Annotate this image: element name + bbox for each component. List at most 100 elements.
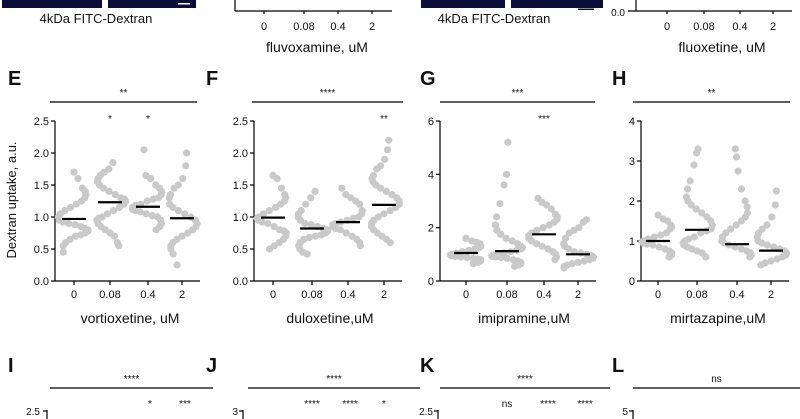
data-point	[301, 219, 309, 227]
data-point	[683, 185, 692, 193]
data-point	[174, 207, 182, 215]
data-point	[770, 243, 778, 251]
top-chart-fluvoxamine: 0 0.08 0.4 2 fluvoxamine, uM	[234, 0, 392, 55]
data-point	[560, 264, 568, 272]
y-tick-label: 0.5	[34, 244, 49, 256]
data-point	[184, 229, 192, 237]
data-point	[500, 181, 508, 189]
data-point	[577, 249, 585, 257]
y-tick-label: 5	[622, 407, 628, 418]
data-point	[178, 232, 186, 240]
data-point	[142, 210, 150, 218]
data-point	[462, 234, 470, 242]
data-point	[143, 197, 151, 205]
data-point	[383, 146, 392, 154]
data-point	[311, 232, 320, 240]
data-point	[579, 218, 587, 226]
data-point	[258, 218, 266, 226]
top-chart-1-xtick-label: 0	[261, 21, 267, 33]
x-tick-label: 0.4	[729, 289, 744, 301]
data-point	[564, 245, 573, 253]
data-point	[103, 210, 111, 218]
y-tick-label: 2	[629, 196, 635, 208]
panel-i: I***** ***2.5	[8, 355, 213, 419]
x-tick-label: 0.4	[536, 289, 551, 301]
data-point	[147, 175, 155, 183]
data-point	[169, 203, 177, 211]
y-tick-label: 2.0	[233, 148, 248, 160]
data-point	[169, 250, 177, 258]
data-point	[655, 243, 663, 251]
microscopy-image-1b	[108, 0, 196, 8]
top-chart-2-xtick-label: 0.08	[693, 21, 714, 33]
group-significance: ****	[342, 399, 358, 410]
y-tick-label: 1.5	[34, 180, 49, 192]
x-axis-label: imipramine,uM	[478, 310, 570, 326]
data-point	[77, 231, 85, 239]
data-point	[72, 200, 81, 208]
data-point	[386, 239, 394, 247]
data-point	[136, 208, 144, 216]
data-point	[574, 258, 582, 266]
data-point	[545, 221, 553, 229]
panel-letter: F	[206, 68, 218, 90]
panel-k: K **** ns **** **** 2.5	[419, 355, 610, 419]
data-point	[373, 165, 381, 173]
y-tick-label: 6	[428, 116, 434, 128]
x-tick-label: 2	[768, 289, 774, 301]
data-point	[503, 254, 511, 262]
data-point	[71, 232, 80, 240]
data-point	[311, 187, 319, 195]
shared-y-axis-label: Dextran uptake, a.u.	[4, 141, 19, 258]
data-point	[763, 241, 771, 249]
y-tick-label: 1.0	[233, 212, 248, 224]
data-point	[380, 210, 388, 218]
data-point	[533, 226, 541, 234]
data-point	[307, 194, 315, 202]
panel-letter: H	[612, 68, 626, 90]
data-point	[657, 231, 665, 239]
data-point	[170, 184, 178, 192]
top-chart-2-xlabel: fluoxetine, uM	[678, 39, 765, 55]
overall-significance: ns	[711, 374, 722, 385]
y-tick-label: 4	[629, 116, 635, 128]
data-point	[59, 242, 67, 250]
panel-j: J******** **** *3	[206, 355, 420, 419]
data-point	[307, 221, 315, 229]
panel-e: E**0.00.51.01.52.02.50 0.08 0.4 2vortioxeti…	[8, 68, 201, 326]
y-tick-label: 0.5	[233, 244, 248, 256]
data-point	[687, 201, 695, 209]
data-point	[265, 245, 274, 253]
data-point	[59, 248, 67, 256]
group-significance: *	[148, 399, 152, 410]
overall-significance: ****	[326, 374, 342, 385]
data-point	[737, 185, 746, 193]
data-point	[105, 187, 113, 195]
group-significance: *	[146, 114, 150, 125]
y-tick-label: 4	[428, 169, 434, 181]
data-point	[698, 209, 706, 217]
data-point	[539, 224, 547, 232]
data-point	[277, 200, 285, 208]
panel-l: Lns 5	[612, 355, 800, 419]
panel-letter: K	[420, 355, 435, 377]
group-significance: *	[382, 399, 386, 410]
data-point	[181, 210, 189, 218]
x-tick-label: 0.08	[99, 289, 120, 301]
y-tick-label: 3	[232, 407, 238, 418]
data-point	[385, 136, 393, 144]
data-point	[336, 226, 344, 234]
data-point	[732, 221, 740, 229]
overall-significance: **	[120, 88, 128, 99]
data-point	[741, 197, 749, 205]
data-point	[115, 242, 123, 250]
data-point	[457, 253, 465, 261]
panel-letter: J	[206, 355, 217, 377]
data-point	[173, 261, 181, 269]
data-point	[757, 261, 765, 269]
data-point	[497, 253, 505, 262]
data-point	[772, 187, 780, 195]
data-point	[149, 195, 157, 203]
x-tick-label: 0.4	[140, 289, 155, 301]
